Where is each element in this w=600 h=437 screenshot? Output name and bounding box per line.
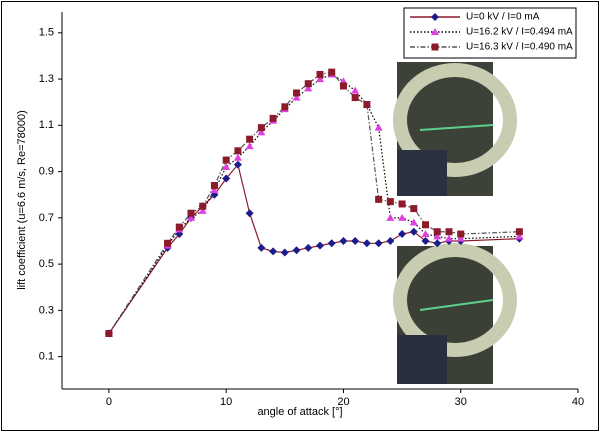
marker [269, 114, 277, 122]
y-tick-label: 0.9 [39, 165, 54, 177]
marker [198, 206, 207, 214]
y-tick-label: 1.1 [39, 119, 54, 131]
marker [445, 234, 453, 242]
marker [363, 101, 371, 109]
marker [257, 124, 265, 132]
marker [515, 232, 524, 240]
marker [398, 200, 406, 208]
marker [222, 162, 231, 170]
marker [280, 248, 289, 257]
marker [187, 209, 195, 217]
marker [328, 68, 336, 76]
legend-label: U=16.3 kV / I=0.490 mA [466, 42, 573, 53]
marker [233, 153, 242, 161]
legend-marker [431, 28, 439, 35]
photo-top [393, 62, 517, 196]
marker [398, 213, 407, 221]
legend-marker [431, 13, 439, 21]
x-axis-label: angle of attack [°] [257, 406, 342, 418]
marker [409, 218, 418, 226]
marker [410, 205, 418, 213]
marker [374, 123, 383, 131]
y-tick-label: 1.3 [39, 73, 54, 85]
marker [222, 174, 231, 183]
marker [245, 209, 254, 218]
marker [105, 329, 113, 337]
marker [362, 239, 371, 248]
marker [199, 202, 207, 210]
marker [269, 247, 278, 256]
marker [304, 80, 312, 88]
marker [281, 103, 289, 111]
marker [257, 128, 266, 136]
x-tick-label: 40 [572, 396, 584, 408]
marker [175, 223, 183, 231]
marker [164, 239, 172, 247]
marker [339, 236, 348, 245]
marker [292, 93, 301, 101]
marker [386, 198, 394, 206]
y-tick-label: 0.1 [39, 351, 54, 363]
marker [292, 246, 301, 255]
y-tick-label: 0.5 [39, 258, 54, 270]
marker [210, 186, 219, 194]
marker [245, 142, 254, 150]
marker [339, 82, 347, 90]
marker [257, 243, 266, 252]
x-tick-label: 10 [220, 396, 232, 408]
x-tick-label: 30 [455, 396, 467, 408]
marker [386, 213, 395, 221]
marker [351, 86, 360, 94]
legend: U=0 kV / I=0 mA U=16.2 kV / I=0.494 mA U=1… [403, 7, 577, 59]
marker [234, 147, 242, 155]
legend-label: U=16.2 kV / I=0.494 mA [466, 27, 573, 38]
marker [187, 213, 195, 221]
x-tick-label: 20 [337, 396, 349, 408]
marker [304, 84, 313, 92]
series-line [108, 73, 520, 334]
marker [409, 227, 418, 236]
marker [304, 243, 313, 252]
marker [316, 241, 324, 250]
marker [293, 89, 301, 97]
y-tick-label: 0.7 [39, 212, 54, 224]
marker [351, 236, 360, 245]
marker [375, 195, 383, 203]
marker [433, 228, 441, 236]
y-tick-label: 1.5 [39, 27, 54, 39]
marker [316, 75, 324, 83]
marker [210, 181, 218, 189]
marker [374, 239, 383, 248]
marker [222, 156, 230, 164]
y-axis-label: lift coefficient (u=6.6 m/s, Re=78000) [16, 110, 28, 290]
series-line [108, 163, 520, 334]
marker [421, 230, 430, 238]
legend-marker [431, 43, 439, 51]
marker [456, 234, 465, 242]
marker [433, 232, 442, 240]
marker [351, 94, 359, 102]
marker [515, 228, 523, 236]
x-tick-label: 0 [106, 396, 112, 408]
marker [445, 228, 453, 236]
legend-label: U=0 kV / I=0 mA [466, 12, 540, 23]
marker [457, 230, 465, 238]
marker [233, 160, 242, 169]
marker [386, 236, 395, 245]
marker [422, 221, 430, 229]
y-tick-label: 0.3 [39, 304, 54, 316]
marker [398, 230, 407, 239]
marker [433, 239, 442, 248]
marker [316, 70, 324, 78]
photo-bottom [393, 243, 517, 384]
marker [327, 239, 336, 248]
marker [246, 135, 254, 143]
series-line [108, 71, 520, 334]
marker [421, 236, 430, 245]
